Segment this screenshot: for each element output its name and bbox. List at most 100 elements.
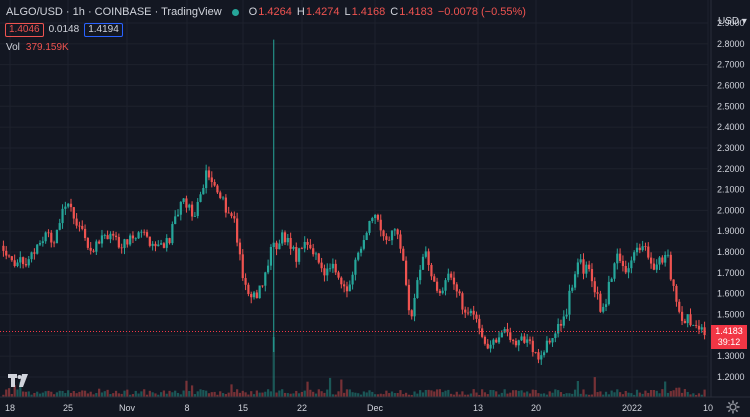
candle-body [120, 247, 123, 249]
volume-bar [666, 392, 670, 397]
volume-legend[interactable]: Vol 379.159K [6, 42, 69, 53]
volume-bar [233, 392, 236, 397]
volume-bar [435, 389, 439, 397]
volume-bar [444, 390, 447, 397]
volume-bar [272, 337, 275, 397]
volume-bar [55, 392, 59, 397]
candle-body [179, 201, 182, 215]
volume-bar [92, 394, 95, 397]
price-axis[interactable]: 2.9000 2.8000 2.7000 2.6000 2.5000 2.4000 2.30… [717, 18, 745, 382]
volume-bar [407, 394, 411, 397]
volume-bar [379, 393, 382, 397]
volume-bar [528, 393, 532, 397]
candle-body [652, 263, 656, 270]
candle-body [112, 233, 115, 236]
volume-bar [450, 393, 453, 397]
gear-icon[interactable] [726, 400, 740, 414]
volume-bar [678, 387, 681, 397]
candle-body [289, 237, 292, 249]
volume-bar [604, 391, 608, 397]
low-value: 1.4168 [351, 6, 386, 18]
volume-bar [148, 390, 151, 397]
candle-body [438, 290, 441, 294]
tradingview-logo-icon[interactable] [8, 374, 30, 388]
volume-bar [171, 392, 174, 397]
candle-body [621, 260, 625, 267]
candle-body [557, 324, 560, 334]
volume-bar [230, 384, 233, 397]
volume-bar [30, 394, 33, 397]
volume-bar [64, 393, 67, 397]
volume-bar [348, 389, 351, 397]
ask-button[interactable]: 1.4194 [84, 22, 123, 37]
candle-body [157, 244, 160, 247]
candle-body [162, 243, 166, 248]
volume-bar [22, 391, 25, 397]
candle-body [306, 241, 309, 245]
candle-body [495, 339, 498, 343]
symbol-name[interactable]: ALGO/USD · 1h · COINBASE · TradingView [6, 6, 222, 18]
chevron-down-icon: ▾ [741, 16, 747, 27]
candle-body [588, 264, 591, 270]
currency-label: USD [718, 16, 740, 27]
time-tick-label: Dec [367, 403, 384, 413]
time-tick-label: 15 [238, 403, 248, 413]
candle-body [297, 248, 301, 262]
candle-body [33, 252, 36, 254]
candle-body [666, 254, 670, 256]
volume-bar [565, 393, 568, 397]
volume-bar [376, 394, 380, 397]
volume-bar [69, 392, 73, 397]
volume-bar [10, 393, 13, 397]
volume-bar [469, 393, 472, 397]
volume-bar [672, 390, 675, 397]
volume-bar [120, 393, 123, 397]
time-tick-label: 20 [531, 403, 541, 413]
candle-body [205, 170, 208, 189]
volume-bar [331, 394, 334, 397]
candle-body [272, 242, 275, 247]
time-axis[interactable]: 18 25 Nov 8 15 22 Dec 13 20 2022 10 [5, 403, 713, 413]
candle-body [81, 225, 84, 229]
candle-body [295, 247, 298, 262]
close-key: C [390, 6, 399, 18]
candle-body [624, 266, 627, 273]
candle-body [140, 231, 143, 233]
volume-bar [126, 389, 129, 397]
candle-body [165, 238, 168, 248]
candle-body [393, 229, 396, 231]
volume-bar [75, 393, 78, 397]
price-tick-label: 1.2000 [717, 372, 745, 382]
candle-body [151, 243, 154, 246]
volume-bar [669, 391, 672, 397]
candle-body [410, 310, 413, 317]
candle-body [450, 273, 453, 278]
candle-body [202, 188, 205, 195]
candle-body [7, 255, 11, 257]
volume-bar [328, 377, 332, 397]
volume-bar [683, 389, 686, 397]
candle-body [10, 256, 13, 261]
candle-body [435, 281, 439, 291]
candle-body [19, 257, 22, 263]
candle-body [371, 218, 374, 222]
candle-body [30, 252, 33, 260]
currency-selector[interactable]: USD ▾ [718, 16, 747, 27]
volume-bar [576, 380, 579, 397]
volume-bar [700, 394, 703, 397]
candle-body [64, 206, 67, 209]
candle-body [478, 318, 481, 329]
low-key: L [344, 6, 351, 18]
candle-body [238, 242, 242, 255]
volume-bar [137, 393, 140, 397]
candle-body [283, 232, 287, 243]
candle-body [27, 259, 30, 266]
volume-bar [382, 394, 385, 397]
candle-body [317, 253, 320, 263]
spread-value: 0.0148 [48, 24, 80, 35]
candle-body [469, 310, 472, 314]
candle-body [13, 260, 16, 267]
volume-bar [399, 390, 402, 397]
bid-button[interactable]: 1.4046 [5, 22, 44, 37]
